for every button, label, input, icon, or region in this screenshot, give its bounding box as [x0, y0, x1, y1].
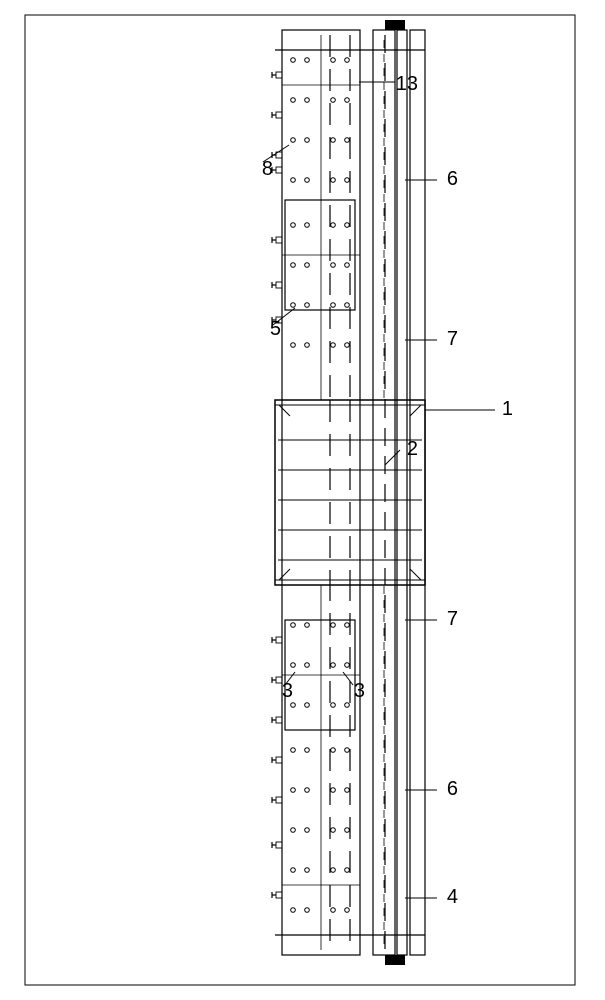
callout-label-7: 7 [447, 608, 458, 631]
callout-label-1: 1 [502, 398, 513, 421]
callout-label-4: 4 [447, 886, 458, 909]
callout-label-2: 2 [407, 438, 418, 461]
callout-label-8: 8 [262, 158, 273, 181]
callout-label-7: 7 [447, 328, 458, 351]
callout-label-13: 13 [396, 73, 418, 96]
drawing-svg [0, 0, 605, 1000]
callout-label-6: 6 [447, 778, 458, 801]
callout-label-5: 5 [270, 318, 281, 341]
callout-label-3: 3 [282, 680, 293, 703]
diagram-canvas: 1 2 3 3 4 5 6 6 7 7 8 13 [0, 0, 605, 1000]
callout-label-3: 3 [354, 680, 365, 703]
callout-label-6: 6 [447, 168, 458, 191]
